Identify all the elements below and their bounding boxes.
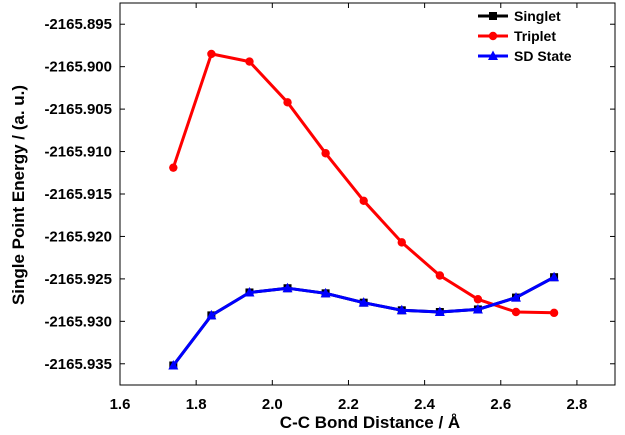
data-point (359, 196, 368, 205)
x-tick-label: 2.4 (414, 396, 436, 413)
data-point (358, 297, 369, 307)
legend: Singlet Triplet SD State (478, 8, 572, 64)
data-point (435, 271, 445, 280)
data-point (245, 57, 254, 66)
y-tick-label: -2165.915 (44, 186, 112, 203)
data-point (321, 149, 330, 158)
data-point (283, 98, 292, 107)
data-point (549, 308, 559, 318)
legend-swatch-marker (489, 12, 497, 20)
data-point (207, 49, 216, 59)
y-tick-label: -2165.920 (44, 228, 112, 245)
legend-label: Triplet (514, 28, 556, 44)
series-singlet (169, 273, 559, 370)
series-sd-state (168, 271, 560, 370)
y-tick-label: -2165.925 (44, 271, 112, 288)
y-tick-label: -2165.910 (44, 144, 112, 161)
y-tick-label: -2165.900 (44, 59, 112, 76)
data-point (473, 295, 483, 304)
data-point (434, 306, 445, 316)
y-tick-label: -2165.930 (44, 313, 112, 330)
data-point (168, 359, 179, 370)
legend-swatch-marker (488, 31, 498, 41)
y-axis-title: Single Point Energy / (a. u.) (9, 85, 28, 305)
y-tick-label: -2165.935 (44, 356, 112, 373)
data-point (282, 282, 293, 293)
series-triplet (169, 49, 559, 318)
x-tick-label: 2.8 (566, 396, 587, 413)
x-tick-label: 2.0 (262, 396, 283, 413)
data-point (511, 292, 521, 302)
data-point (396, 304, 407, 315)
data-point (397, 238, 406, 247)
x-axis-title: C-C Bond Distance / Å (280, 413, 460, 432)
y-tick-label: -2165.895 (44, 16, 112, 33)
series-line (172, 275, 555, 367)
x-tick-label: 1.8 (186, 396, 207, 413)
x-tick-label: 2.2 (338, 396, 359, 413)
legend-label: Singlet (514, 8, 561, 24)
legend-swatch-marker (488, 50, 498, 60)
data-point (472, 303, 483, 314)
y-tick-label: -2165.905 (44, 101, 112, 118)
data-point (549, 271, 560, 282)
data-point (320, 287, 331, 298)
data-point (244, 286, 255, 297)
series-line (172, 275, 555, 367)
data-point (169, 163, 178, 172)
x-tick-label: 2.6 (490, 396, 511, 413)
x-tick-label: 1.6 (110, 396, 131, 413)
series-line (171, 52, 555, 315)
legend-label: SD State (514, 48, 572, 64)
data-point (206, 309, 217, 320)
data-point (511, 307, 521, 317)
